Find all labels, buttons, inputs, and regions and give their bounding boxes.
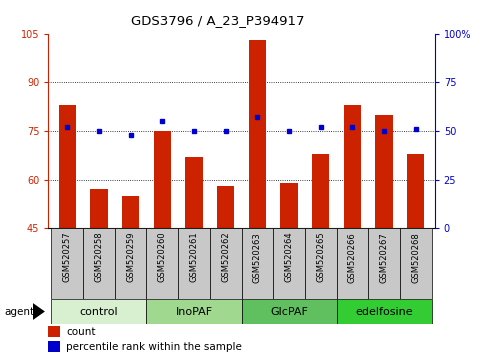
Text: InoPAF: InoPAF bbox=[175, 307, 213, 316]
Bar bbox=[273, 228, 305, 299]
Bar bbox=[146, 299, 242, 324]
Text: GlcPAF: GlcPAF bbox=[270, 307, 308, 316]
Bar bbox=[242, 228, 273, 299]
Bar bbox=[122, 196, 140, 228]
Bar bbox=[83, 228, 115, 299]
Text: GSM520262: GSM520262 bbox=[221, 232, 230, 282]
Text: agent: agent bbox=[5, 307, 35, 316]
Bar bbox=[407, 154, 425, 228]
Bar bbox=[242, 299, 337, 324]
Text: GSM520260: GSM520260 bbox=[158, 232, 167, 282]
Bar bbox=[210, 228, 242, 299]
Bar bbox=[305, 228, 337, 299]
Text: count: count bbox=[66, 327, 96, 337]
Bar bbox=[48, 341, 60, 353]
Bar bbox=[375, 115, 393, 228]
Text: GSM520263: GSM520263 bbox=[253, 232, 262, 282]
Bar bbox=[217, 186, 234, 228]
Bar bbox=[312, 154, 329, 228]
Text: GSM520267: GSM520267 bbox=[380, 232, 388, 282]
Text: GSM520266: GSM520266 bbox=[348, 232, 357, 282]
Bar bbox=[178, 228, 210, 299]
Bar bbox=[249, 40, 266, 228]
Polygon shape bbox=[33, 303, 45, 320]
Text: control: control bbox=[80, 307, 118, 316]
Text: percentile rank within the sample: percentile rank within the sample bbox=[66, 342, 242, 352]
Text: GDS3796 / A_23_P394917: GDS3796 / A_23_P394917 bbox=[130, 14, 304, 27]
Bar bbox=[52, 228, 83, 299]
Text: GSM520261: GSM520261 bbox=[189, 232, 199, 282]
Text: GSM520264: GSM520264 bbox=[284, 232, 294, 282]
Bar bbox=[337, 299, 431, 324]
Bar bbox=[343, 105, 361, 228]
Text: GSM520259: GSM520259 bbox=[126, 232, 135, 282]
Bar bbox=[185, 157, 203, 228]
Bar bbox=[337, 228, 368, 299]
Bar bbox=[115, 228, 146, 299]
Text: edelfosine: edelfosine bbox=[355, 307, 413, 316]
Bar bbox=[146, 228, 178, 299]
Bar bbox=[154, 131, 171, 228]
Bar bbox=[48, 326, 60, 337]
Text: GSM520265: GSM520265 bbox=[316, 232, 325, 282]
Text: GSM520258: GSM520258 bbox=[95, 232, 103, 282]
Bar bbox=[52, 299, 146, 324]
Bar bbox=[90, 189, 108, 228]
Bar bbox=[280, 183, 298, 228]
Bar bbox=[368, 228, 400, 299]
Bar bbox=[58, 105, 76, 228]
Text: GSM520257: GSM520257 bbox=[63, 232, 72, 282]
Text: GSM520268: GSM520268 bbox=[411, 232, 420, 282]
Bar bbox=[400, 228, 431, 299]
